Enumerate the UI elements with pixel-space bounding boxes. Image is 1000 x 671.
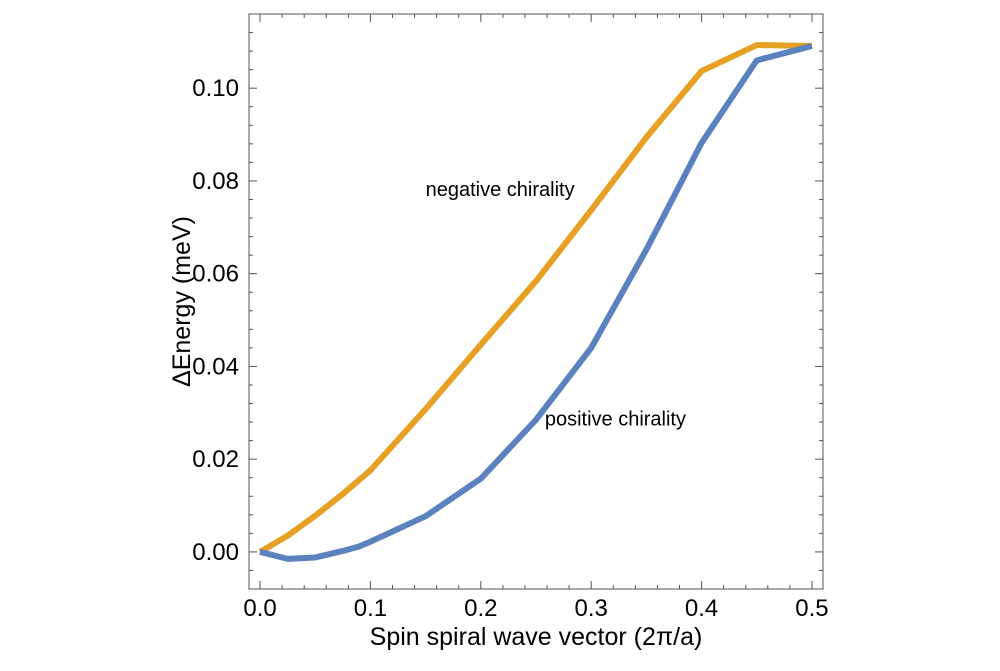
plot-frame <box>248 13 824 590</box>
series-line-negative <box>258 42 813 555</box>
x-tick-label: 0.2 <box>464 595 497 622</box>
y-tick-label: 0.00 <box>192 539 239 566</box>
x-axis-title: Spin spiral wave vector (2π/a) <box>370 623 703 651</box>
annotation-label: positive chirality <box>545 409 686 431</box>
y-tick-label: 0.02 <box>192 446 239 473</box>
x-tick-label: 0.1 <box>354 595 387 622</box>
x-tick-label: 0.5 <box>795 595 828 622</box>
ticks-layer <box>249 13 823 590</box>
y-tick-label: 0.08 <box>192 168 239 195</box>
annotation-label: negative chirality <box>426 179 575 201</box>
series-line-positive <box>259 43 813 562</box>
y-tick-label: 0.10 <box>192 75 239 102</box>
x-tick-label: 0.3 <box>575 595 608 622</box>
x-tick-label: 0.0 <box>243 595 276 622</box>
y-tick-label: 0.04 <box>192 353 239 380</box>
y-axis-title: ΔEnergy (meV) <box>168 216 196 387</box>
labels-layer: 0.0 0.1 0.2 0.3 0.4 0.5 0.00 0.02 0.04 0.06 0.08 0.… <box>192 75 828 622</box>
series-layer <box>258 42 813 562</box>
y-tick-label: 0.06 <box>192 261 239 288</box>
x-tick-label: 0.4 <box>685 595 718 622</box>
